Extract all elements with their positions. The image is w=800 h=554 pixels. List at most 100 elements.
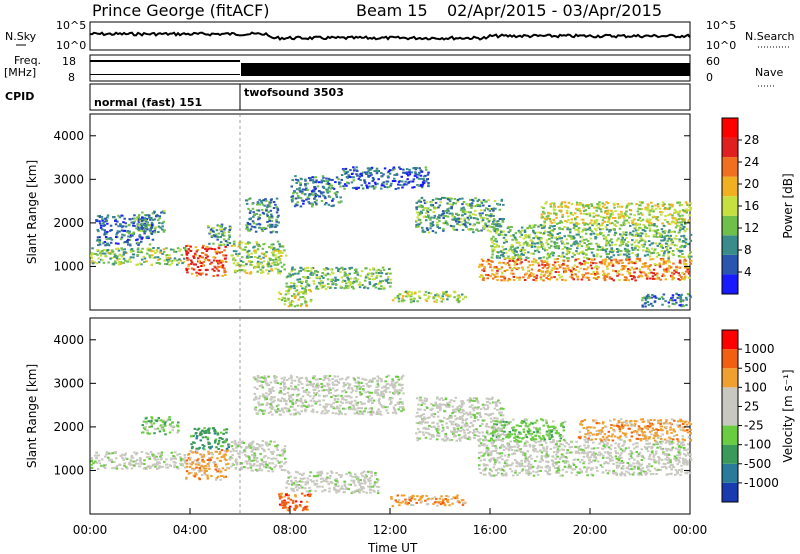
nsky-bottom-tick: 10^0	[56, 39, 86, 52]
velocity-band	[477, 440, 693, 477]
velocity-ytick-label: 3000	[53, 376, 84, 390]
velocity-ytick-label: 1000	[53, 463, 84, 477]
power-swatch	[722, 118, 738, 138]
velocity-swatch	[722, 425, 738, 445]
power-cbar-tick: 20	[744, 177, 759, 191]
velocity-cbar-tick: 500	[744, 361, 767, 375]
xtick-label: 08:00	[273, 523, 308, 537]
freq-top-tick: 18	[62, 55, 76, 68]
power-band	[391, 290, 467, 304]
x-axis-ticks: 00:00 04:00 08:00 12:00 16:00 20:00 00:00	[73, 508, 707, 537]
power-cbar-tick: 4	[744, 265, 752, 279]
xtick-label: 00:00	[73, 523, 108, 537]
power-band	[245, 197, 280, 234]
power-ytick-label: 1000	[53, 259, 84, 273]
nsearch-top-tick: 10^5	[706, 19, 736, 32]
velocity-swatch	[722, 444, 738, 464]
power-heatmap: 1000 2000 3000 4000 Slant Range [km]	[25, 113, 693, 311]
power-band	[185, 244, 228, 277]
power-band	[478, 257, 693, 282]
velocity-band	[285, 470, 380, 495]
velocity-cbar-tick: -25	[744, 419, 764, 433]
velocity-swatch	[722, 482, 738, 502]
freq-trace-mode2	[241, 63, 690, 76]
x-axis-label: Time UT	[367, 541, 418, 554]
power-swatch	[722, 196, 738, 216]
nave-top-tick: 60	[706, 55, 720, 68]
freq-unit: [MHz]	[4, 66, 36, 79]
power-band	[490, 222, 693, 260]
freq-label: Freq.	[14, 54, 41, 67]
xtick-label: 16:00	[473, 523, 508, 537]
freq-trace-mode1-low	[90, 74, 240, 75]
power-swatch	[722, 157, 738, 177]
velocity-ylabel: Slant Range [km]	[25, 364, 39, 468]
power-swatch	[722, 235, 738, 255]
nsearch-label: N.Search	[745, 30, 795, 43]
xtick-label: 20:00	[573, 523, 608, 537]
power-ylabel: Slant Range [km]	[25, 160, 39, 264]
power-cbar-tick: 24	[744, 155, 759, 169]
velocity-band	[227, 440, 288, 473]
power-ytick-label: 4000	[53, 129, 84, 143]
nsky-label: N.Sky	[5, 30, 37, 43]
power-swatch	[722, 215, 738, 236]
power-cbar-tick: 28	[744, 133, 759, 147]
beam-label: Beam 15	[356, 1, 428, 20]
power-band	[641, 292, 692, 308]
power-ytick-label: 2000	[53, 216, 84, 230]
velocity-cbar-tick: -500	[744, 457, 771, 471]
power-cbar-tick: 16	[744, 199, 759, 213]
power-swatch	[722, 176, 738, 197]
velocity-cbar-tick: 100	[744, 380, 767, 394]
xtick-label: 12:00	[373, 523, 408, 537]
velocity-band	[390, 494, 467, 508]
power-plot-area	[89, 113, 691, 311]
nsky-top-tick: 10^5	[56, 19, 86, 32]
velocity-band	[252, 374, 405, 416]
power-cbar-tick: 8	[744, 243, 752, 257]
power-cbar-label: Power [dB]	[781, 173, 795, 238]
power-ytick-label: 3000	[53, 172, 84, 186]
power-band	[230, 240, 288, 275]
velocity-cbar-label: Velocity [m s⁻¹]	[781, 369, 795, 462]
velocity-ytick-label: 2000	[53, 420, 84, 434]
nsearch-bottom-tick: 10^0	[706, 39, 736, 52]
power-swatch	[722, 254, 738, 275]
power-swatch	[722, 274, 738, 294]
velocity-band	[278, 492, 312, 512]
velocity-swatch	[722, 349, 738, 369]
power-colorbar: 4 8 12 16 20 24 28 Power [dB]	[721, 117, 795, 295]
velocity-band	[415, 396, 505, 442]
power-band	[206, 223, 232, 247]
velocity-band	[490, 418, 567, 442]
velocity-band	[577, 418, 693, 442]
velocity-band	[185, 449, 230, 481]
mode1-label: normal (fast) 151	[94, 96, 202, 109]
date-range: 02/Apr/2015 - 03/Apr/2015	[447, 1, 662, 20]
power-band	[415, 196, 505, 234]
velocity-plot-area	[89, 317, 691, 515]
cpid-label: CPID	[5, 90, 34, 103]
cpid-panel	[89, 83, 691, 111]
velocity-swatch	[722, 387, 738, 407]
velocity-heatmap: 1000 2000 3000 4000 Slant Range [km]	[25, 317, 693, 515]
freq-trace-mode1	[90, 60, 240, 62]
power-band	[290, 175, 343, 208]
freq-bottom-tick: 8	[68, 71, 75, 84]
power-band	[277, 288, 313, 308]
power-swatch	[722, 137, 738, 158]
velocity-swatch	[722, 330, 738, 350]
velocity-swatch	[722, 463, 738, 483]
velocity-band	[141, 416, 180, 436]
velocity-cbar-tick: 25	[744, 399, 759, 413]
velocity-cbar-tick: -100	[744, 438, 771, 452]
xtick-label: 04:00	[173, 523, 208, 537]
velocity-swatch	[722, 406, 738, 426]
velocity-band	[90, 451, 187, 470]
power-band	[135, 209, 166, 234]
velocity-band	[190, 427, 230, 451]
power-band	[540, 201, 693, 225]
